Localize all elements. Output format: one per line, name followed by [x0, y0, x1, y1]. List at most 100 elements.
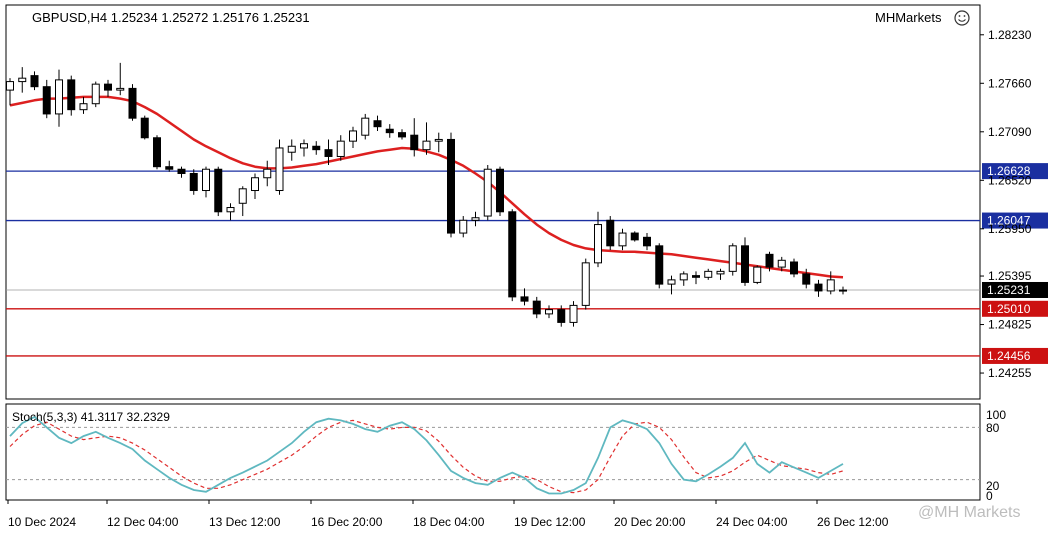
candle	[790, 258, 798, 278]
candle	[361, 113, 370, 140]
candle	[300, 139, 308, 157]
candle	[104, 79, 112, 97]
candle	[79, 96, 88, 114]
candle	[471, 211, 480, 227]
candle-body	[459, 219, 468, 234]
candle-body	[79, 103, 88, 111]
symbol-ohlc-label: GBPUSD,H4 1.25234 1.25272 1.25176 1.2523…	[32, 10, 310, 25]
candle-body	[263, 168, 272, 179]
candle	[741, 237, 749, 286]
candle	[312, 141, 321, 155]
candle	[532, 296, 541, 319]
candle	[692, 271, 700, 285]
candle	[569, 301, 578, 327]
candle-body	[373, 120, 382, 128]
candle	[214, 166, 223, 217]
candle-body	[777, 259, 786, 268]
candle-body	[6, 81, 14, 91]
current-price-tag	[982, 281, 1048, 298]
candle-body	[349, 130, 357, 142]
y-tick-label: 1.27660	[988, 76, 1032, 90]
candle-body	[312, 145, 321, 151]
candle-body	[18, 77, 27, 83]
candle-body	[275, 147, 284, 192]
brand-label: MHMarkets	[875, 10, 942, 25]
candle-body	[618, 232, 627, 247]
x-tick-label: 12 Dec 04:00	[107, 515, 179, 529]
y-tick-label: 1.25395	[988, 269, 1032, 283]
candle-body	[581, 262, 590, 306]
stochastic-label: Stoch(5,3,3) 41.3117 32.2329	[12, 410, 170, 424]
candle	[349, 126, 357, 148]
candle-body	[545, 309, 553, 315]
candle-body	[153, 137, 161, 168]
candle	[655, 243, 664, 289]
candle	[630, 231, 639, 242]
candle	[410, 118, 419, 157]
candle	[765, 251, 774, 272]
candle-body	[410, 134, 419, 151]
watermark-label: @MH Markets	[918, 504, 1020, 521]
x-tick-label: 18 Dec 04:00	[413, 515, 485, 529]
candle-body	[704, 270, 713, 278]
candle-body	[508, 211, 517, 298]
candle	[716, 268, 725, 280]
candle	[545, 305, 553, 319]
candle-body	[765, 253, 774, 268]
candle-body	[679, 273, 688, 281]
candle	[643, 233, 651, 251]
x-tick-label: 26 Dec 12:00	[817, 515, 889, 529]
level-price-label: 1.25010	[987, 302, 1031, 316]
candle-body	[667, 279, 676, 285]
candle-body	[839, 289, 847, 292]
candle	[704, 268, 713, 280]
candle	[434, 132, 443, 153]
y-tick-label: 1.25950	[988, 222, 1032, 236]
candle	[385, 124, 394, 138]
candle-body	[826, 279, 835, 292]
candle-body	[140, 117, 149, 139]
candle-body	[226, 207, 235, 213]
candle-body	[496, 168, 504, 213]
candle-body	[67, 79, 76, 111]
candle-body	[189, 172, 198, 192]
candle	[814, 279, 823, 297]
candle-body	[324, 149, 333, 157]
candle	[618, 228, 627, 251]
candle-body	[238, 188, 247, 204]
candle	[422, 122, 431, 155]
candle	[91, 81, 100, 108]
candle-body	[91, 83, 100, 105]
candle	[177, 166, 186, 178]
candle	[202, 166, 210, 198]
y-tick-label: 1.27090	[988, 125, 1032, 139]
candle-body	[520, 296, 529, 302]
smiley-icon	[954, 10, 970, 26]
candle-body	[569, 304, 578, 323]
x-tick-label: 16 Dec 20:00	[311, 515, 383, 529]
y-tick-label: 1.26520	[988, 173, 1032, 187]
candle-body	[692, 275, 700, 278]
candle	[557, 305, 566, 327]
candle-body	[753, 266, 762, 283]
candle-body	[447, 138, 455, 234]
stoch-level-100: 100	[986, 408, 1006, 422]
y-tick-label: 1.24825	[988, 318, 1032, 332]
stoch-level-80: 80	[986, 421, 1000, 435]
candle-body	[643, 236, 651, 247]
level-price-label: 1.24456	[987, 349, 1031, 363]
candle	[238, 186, 247, 217]
candle	[679, 271, 688, 286]
candle	[324, 139, 333, 165]
candle-body	[42, 86, 51, 115]
candle	[398, 129, 406, 140]
candle	[165, 160, 174, 172]
candle-body	[116, 87, 125, 91]
candle-body	[361, 117, 370, 136]
candle	[226, 203, 235, 221]
current-price-label: 1.25231	[987, 283, 1031, 297]
candle-body	[728, 245, 737, 272]
x-tick-label: 13 Dec 12:00	[209, 515, 281, 529]
candle-body	[128, 87, 137, 119]
